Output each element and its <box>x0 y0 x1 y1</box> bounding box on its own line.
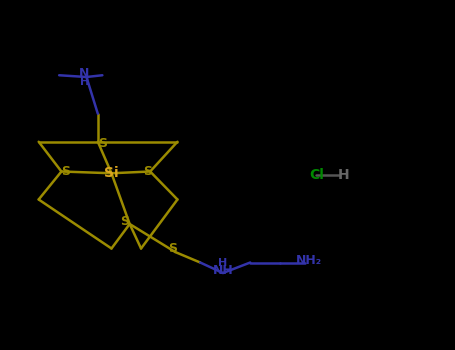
Text: S: S <box>121 215 130 228</box>
Text: S: S <box>168 242 177 255</box>
Text: NH₂: NH₂ <box>296 254 323 267</box>
Text: S: S <box>61 165 71 178</box>
Text: S: S <box>143 165 152 178</box>
Text: S: S <box>98 137 107 150</box>
Text: Si: Si <box>104 166 119 180</box>
Text: NH: NH <box>212 264 233 277</box>
Text: H: H <box>218 258 228 268</box>
Text: N: N <box>79 67 89 80</box>
Text: H: H <box>338 168 349 182</box>
Text: Cl: Cl <box>309 168 324 182</box>
Text: H: H <box>80 77 89 87</box>
